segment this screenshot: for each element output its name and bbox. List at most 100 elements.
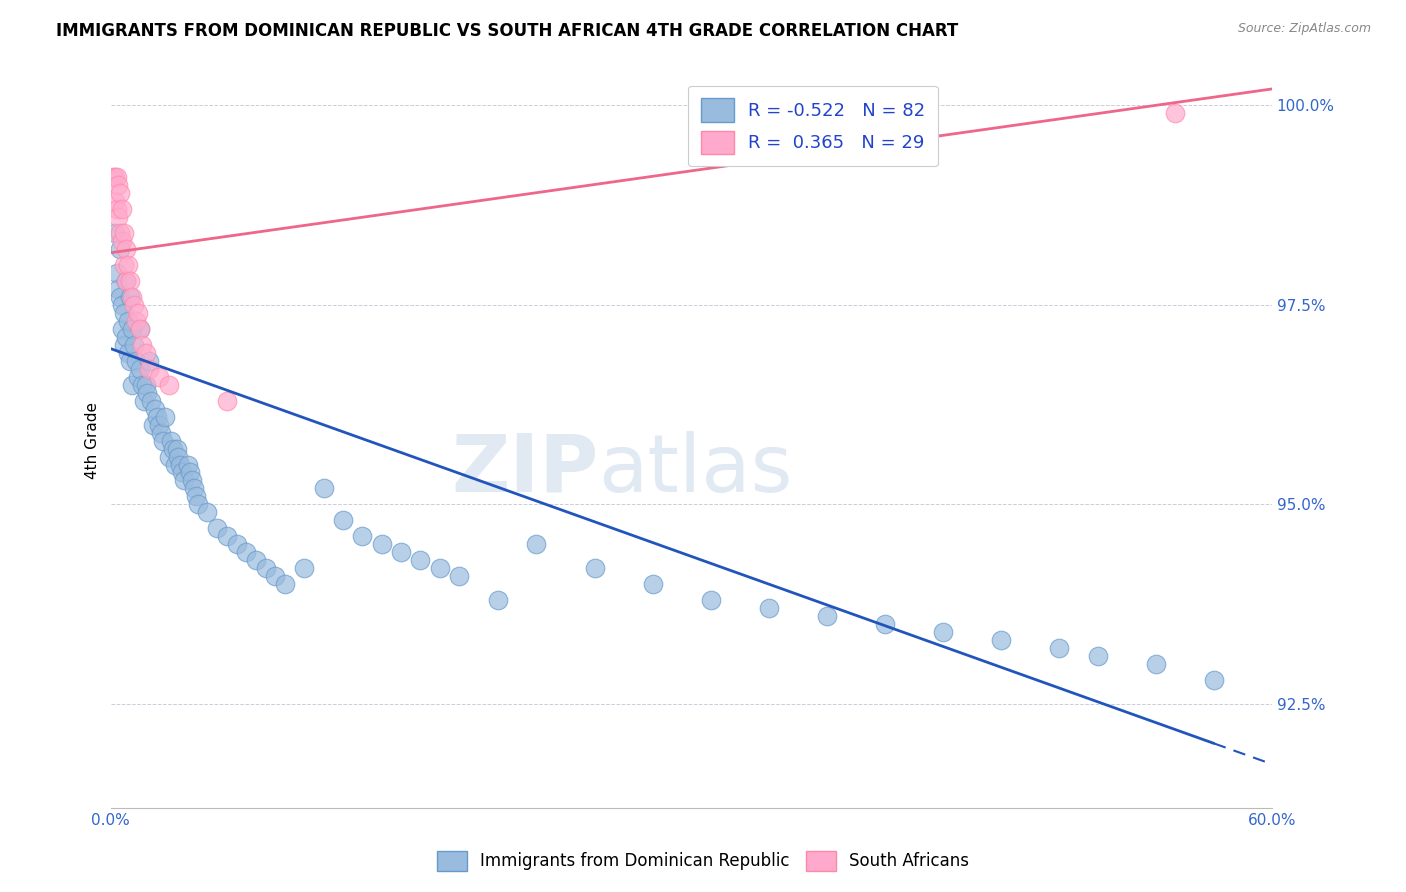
Point	[128, 321, 150, 335]
Point	[429, 561, 451, 575]
Point	[245, 553, 267, 567]
Point	[815, 609, 838, 624]
Point	[1047, 641, 1070, 656]
Point	[148, 417, 170, 432]
Point	[127, 306, 149, 320]
Point	[173, 474, 195, 488]
Point	[143, 401, 166, 416]
Point	[117, 345, 139, 359]
Legend: R = -0.522   N = 82, R =  0.365   N = 29: R = -0.522 N = 82, R = 0.365 N = 29	[689, 86, 938, 167]
Point	[131, 337, 153, 351]
Point	[264, 569, 287, 583]
Point	[157, 377, 180, 392]
Point	[103, 194, 125, 208]
Point	[110, 290, 132, 304]
Point	[370, 537, 392, 551]
Point	[112, 337, 135, 351]
Point	[163, 458, 186, 472]
Point	[153, 409, 176, 424]
Point	[1164, 106, 1187, 120]
Point	[197, 505, 219, 519]
Point	[758, 601, 780, 615]
Point	[120, 274, 142, 288]
Point	[142, 417, 165, 432]
Point	[1202, 673, 1225, 688]
Point	[131, 377, 153, 392]
Point	[110, 186, 132, 200]
Point	[122, 298, 145, 312]
Point	[115, 274, 138, 288]
Point	[121, 290, 143, 304]
Point	[332, 513, 354, 527]
Point	[138, 361, 160, 376]
Point	[115, 274, 138, 288]
Point	[148, 369, 170, 384]
Point	[177, 458, 200, 472]
Point	[179, 466, 201, 480]
Point	[215, 529, 238, 543]
Point	[128, 361, 150, 376]
Point	[132, 393, 155, 408]
Point	[150, 425, 173, 440]
Point	[166, 442, 188, 456]
Text: Source: ZipAtlas.com: Source: ZipAtlas.com	[1237, 22, 1371, 36]
Point	[990, 633, 1012, 648]
Text: atlas: atlas	[599, 431, 793, 509]
Point	[125, 314, 148, 328]
Point	[111, 298, 134, 312]
Point	[152, 434, 174, 448]
Text: IMMIGRANTS FROM DOMINICAN REPUBLIC VS SOUTH AFRICAN 4TH GRADE CORRELATION CHART: IMMIGRANTS FROM DOMINICAN REPUBLIC VS SO…	[56, 22, 959, 40]
Point	[205, 521, 228, 535]
Point	[127, 369, 149, 384]
Point	[254, 561, 277, 575]
Point	[274, 577, 297, 591]
Point	[181, 474, 204, 488]
Point	[389, 545, 412, 559]
Point	[121, 377, 143, 392]
Point	[183, 482, 205, 496]
Point	[111, 202, 134, 216]
Point	[215, 393, 238, 408]
Point	[141, 393, 163, 408]
Point	[1144, 657, 1167, 672]
Point	[105, 266, 128, 280]
Legend: Immigrants from Dominican Republic, South Africans: Immigrants from Dominican Republic, Sout…	[429, 842, 977, 880]
Point	[105, 169, 128, 184]
Point	[873, 617, 896, 632]
Point	[112, 258, 135, 272]
Point	[162, 442, 184, 456]
Point	[115, 329, 138, 343]
Point	[932, 625, 955, 640]
Point	[312, 482, 335, 496]
Y-axis label: 4th Grade: 4th Grade	[86, 402, 100, 479]
Point	[526, 537, 548, 551]
Point	[292, 561, 315, 575]
Point	[122, 337, 145, 351]
Point	[641, 577, 664, 591]
Point	[167, 450, 190, 464]
Point	[125, 353, 148, 368]
Point	[169, 458, 191, 472]
Point	[120, 290, 142, 304]
Point	[1087, 649, 1109, 664]
Point	[110, 242, 132, 256]
Point	[117, 258, 139, 272]
Point	[187, 498, 209, 512]
Point	[184, 490, 207, 504]
Point	[146, 409, 169, 424]
Point	[103, 226, 125, 240]
Point	[110, 226, 132, 240]
Point	[112, 306, 135, 320]
Point	[135, 377, 157, 392]
Point	[117, 314, 139, 328]
Point	[121, 321, 143, 335]
Point	[111, 321, 134, 335]
Point	[112, 226, 135, 240]
Point	[486, 593, 509, 607]
Point	[235, 545, 257, 559]
Point	[352, 529, 374, 543]
Point	[136, 385, 159, 400]
Point	[409, 553, 432, 567]
Point	[115, 242, 138, 256]
Point	[107, 178, 129, 192]
